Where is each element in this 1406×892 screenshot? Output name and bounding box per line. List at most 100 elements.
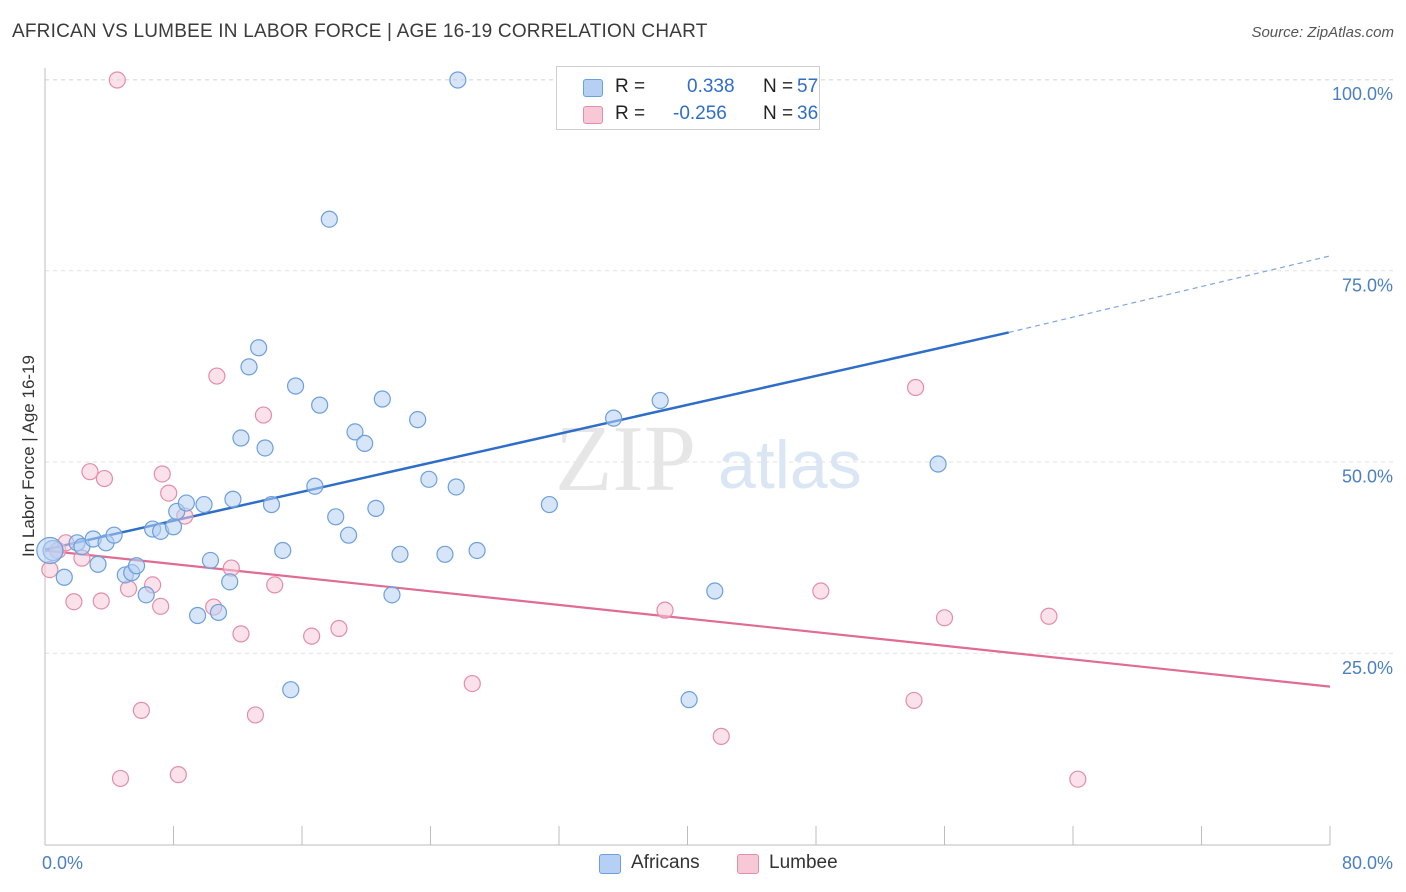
point-lumbee xyxy=(232,625,250,643)
point-lumbee xyxy=(111,769,130,788)
point-africans xyxy=(383,586,401,604)
point-africans xyxy=(391,545,409,563)
bottom-legend-swatch-africans xyxy=(599,854,621,874)
point-africans xyxy=(177,494,195,512)
point-lumbee xyxy=(812,582,830,600)
point-africans xyxy=(232,429,250,447)
point-lumbee xyxy=(906,378,925,397)
point-africans xyxy=(306,477,324,495)
y-tick-label: 25.0% xyxy=(1342,658,1393,678)
point-lumbee xyxy=(656,601,674,619)
legend-r-value-africans: 0.338 xyxy=(687,76,735,97)
bottom-legend-swatch-lumbee xyxy=(737,854,759,874)
point-africans xyxy=(127,557,146,575)
point-lumbee xyxy=(266,576,284,594)
point-africans xyxy=(449,71,467,89)
point-africans xyxy=(680,691,698,709)
point-africans xyxy=(367,499,385,517)
point-lumbee xyxy=(303,627,321,645)
x-tick-label-min: 0.0% xyxy=(42,853,83,873)
chart-title: AFRICAN VS LUMBEE IN LABOR FORCE | AGE 1… xyxy=(12,21,708,42)
point-africans xyxy=(409,411,427,429)
legend-r-label: R = xyxy=(615,76,646,97)
point-africans xyxy=(224,490,242,508)
point-africans xyxy=(89,555,107,573)
point-africans xyxy=(240,358,258,376)
point-lumbee xyxy=(246,706,265,724)
point-lumbee xyxy=(108,71,126,89)
legend-n-value-lumbee: 36 xyxy=(797,103,819,124)
point-africans xyxy=(651,391,669,410)
point-africans xyxy=(356,434,374,452)
point-africans xyxy=(262,495,281,514)
point-africans xyxy=(137,586,155,604)
point-africans xyxy=(286,377,305,395)
watermark: ZIP atlas xyxy=(555,407,862,511)
point-lumbee xyxy=(81,463,99,481)
point-lumbee xyxy=(160,484,178,502)
point-lumbee xyxy=(905,691,923,710)
bottom-legend-label-africans: Africans xyxy=(631,852,700,873)
point-africans xyxy=(320,210,338,228)
point-lumbee xyxy=(95,469,114,488)
point-africans xyxy=(327,508,345,526)
point-africans xyxy=(221,573,239,591)
point-lumbee xyxy=(92,592,110,610)
legend-swatch-africans xyxy=(583,79,603,97)
legend-n-label: N = xyxy=(763,76,794,97)
legend-swatch-lumbee xyxy=(583,106,603,124)
point-africans xyxy=(201,551,220,570)
point-africans xyxy=(706,582,724,600)
point-lumbee xyxy=(132,701,150,719)
point-africans xyxy=(36,536,64,565)
point-africans xyxy=(929,455,947,473)
point-africans xyxy=(373,390,391,408)
point-africans xyxy=(274,541,292,560)
bottom-legend-label-lumbee: Lumbee xyxy=(769,852,838,873)
point-africans xyxy=(605,409,623,427)
point-africans xyxy=(164,518,183,536)
legend-r-label: R = xyxy=(615,103,646,124)
point-africans xyxy=(346,423,364,441)
y-axis-label: In Labor Force | Age 16-19 xyxy=(19,355,38,557)
legend-r-value-lumbee: -0.256 xyxy=(673,103,727,124)
point-africans xyxy=(311,396,329,414)
trend-line-africans-extension xyxy=(1008,255,1331,334)
point-africans xyxy=(540,495,558,514)
point-lumbee xyxy=(935,609,954,627)
point-lumbee xyxy=(153,465,171,483)
point-africans xyxy=(436,545,454,563)
point-africans xyxy=(339,526,358,544)
point-africans xyxy=(195,495,213,514)
y-tick-label: 50.0% xyxy=(1342,467,1393,487)
point-lumbee xyxy=(208,367,226,385)
point-lumbee xyxy=(712,727,730,745)
point-africans xyxy=(209,603,228,622)
point-africans xyxy=(282,681,300,699)
watermark-atlas: atlas xyxy=(718,427,862,503)
point-lumbee xyxy=(65,593,83,611)
y-tick-label: 75.0% xyxy=(1342,275,1393,295)
point-africans xyxy=(256,439,274,457)
points-africans xyxy=(36,71,947,709)
legend-n-label: N = xyxy=(763,103,794,124)
point-lumbee xyxy=(1040,607,1058,625)
y-tick-label: 100.0% xyxy=(1332,84,1393,104)
point-africans xyxy=(420,470,438,488)
point-africans xyxy=(105,526,123,544)
point-lumbee xyxy=(463,674,481,693)
watermark-zip: ZIP xyxy=(555,407,696,511)
point-africans xyxy=(447,478,465,496)
point-lumbee xyxy=(330,619,348,638)
stats-legend: R = 0.338 N = 57 R = -0.256 N = 36 xyxy=(556,66,820,130)
y-tick-labels: 25.0% 50.0% 75.0% 100.0% xyxy=(1332,84,1393,678)
points-lumbee xyxy=(41,71,1087,788)
point-africans xyxy=(188,606,207,625)
point-africans xyxy=(468,541,486,560)
source-label: Source: ZipAtlas.com xyxy=(1251,24,1394,41)
point-lumbee xyxy=(169,766,187,784)
point-lumbee xyxy=(152,597,170,615)
x-tick-label-max: 80.0% xyxy=(1342,853,1393,873)
point-lumbee xyxy=(254,406,273,424)
